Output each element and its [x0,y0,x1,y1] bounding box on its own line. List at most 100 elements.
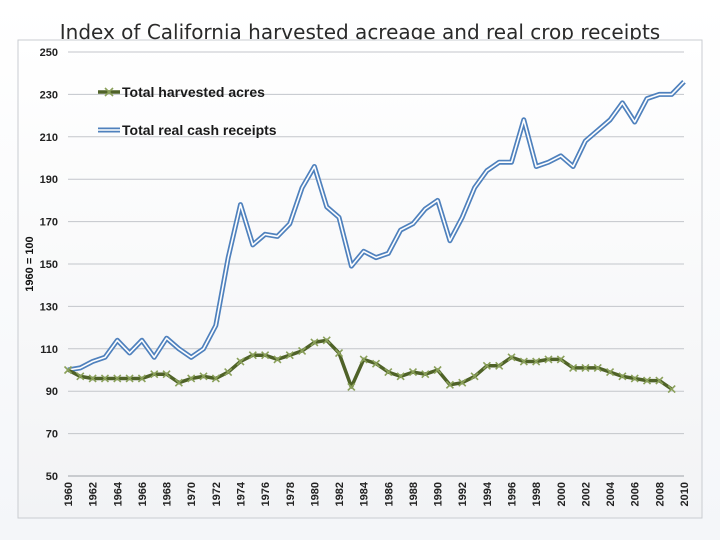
data-point-marker [248,351,257,360]
x-tick-label: 1992 [457,482,469,506]
data-point-marker [224,368,233,377]
data-point-marker [113,374,122,383]
gridlines [68,51,684,477]
data-point-marker [63,365,73,375]
data-point-marker [211,374,220,383]
y-tick-label: 230 [40,89,58,101]
y-tick-label: 130 [40,301,58,313]
x-tick-label: 1962 [88,482,100,506]
data-point-marker [162,370,171,379]
data-point-marker [347,382,356,392]
x-tick-label: 1994 [482,481,494,506]
data-point-marker [310,338,319,347]
x-tick-label: 1984 [359,481,371,506]
x-tick-label: 2008 [654,482,666,506]
y-tick-label: 90 [46,386,58,398]
y-axis-label-group: 1960 = 100 [24,236,36,291]
x-tick-label: 1976 [260,482,272,506]
y-tick-label: 110 [40,344,58,356]
series-lines [63,79,686,394]
data-point-marker [408,368,418,377]
y-tick-label: 70 [46,429,58,441]
data-point-marker [618,372,627,381]
y-tick-label: 250 [40,47,58,59]
x-tick-label: 2010 [679,482,691,506]
data-point-marker [285,351,294,360]
x-tick-label: 1998 [531,482,543,506]
data-point-marker [581,363,590,372]
data-point-marker [569,363,578,372]
y-tick-label: 170 [40,217,58,229]
data-point-marker [495,361,504,370]
data-point-marker [298,346,307,355]
data-point-marker [606,368,615,377]
data-point-marker [137,374,146,383]
legend-label: Total harvested acres [122,84,265,100]
data-point-marker [273,355,282,364]
data-point-marker [396,372,405,381]
data-point-marker [125,374,134,383]
y-tick-label: 190 [40,174,58,186]
series-line-inner [67,81,685,371]
x-tick-label: 1968 [162,482,174,506]
x-tick-label: 1986 [383,482,395,506]
x-tick-label: 2004 [605,481,617,506]
data-point-marker [667,385,676,394]
data-point-marker [322,336,331,345]
data-point-marker [507,353,516,362]
data-point-marker [334,348,344,358]
data-point-marker [519,357,528,366]
x-tick-label: 1960 [63,482,75,506]
data-point-marker [384,368,393,377]
x-tick-label: 2000 [556,482,568,506]
x-tick-label: 1982 [334,482,346,506]
y-tick-labels: 50 70 90 110 130 150 170 190 210 230 250 [40,47,58,483]
data-point-marker [421,370,430,379]
legend: Total harvested acres Total real cash rec… [98,84,277,138]
data-point-marker [100,374,110,383]
x-tick-label: 1974 [235,481,247,506]
chart-frame [17,39,703,519]
data-point-marker [150,370,159,379]
series-0 [63,336,676,394]
x-tick-label: 1996 [507,482,519,506]
x-tick-label: 1978 [285,482,297,506]
legend-label: Total real cash receipts [122,122,277,138]
x-tick-label: 1970 [186,482,198,506]
data-point-marker [544,355,553,364]
x-tick-label: 2002 [580,482,592,506]
data-point-marker [187,374,196,383]
data-point-marker [236,357,245,366]
legend-item-harvested-acres: Total harvested acres [98,84,265,100]
x-tick-labels: 1960 1962 1964 1966 1968 1970 1972 1974 1976 1978… [63,481,691,506]
legend-item-real-cash-receipts: Total real cash receipts [98,122,277,138]
data-point-marker [433,365,442,375]
data-point-marker [593,363,602,372]
data-point-marker [655,376,664,385]
y-tick-label: 50 [46,471,58,483]
data-point-marker [199,372,208,381]
y-tick-label: 210 [40,132,58,144]
data-point-marker [76,372,85,381]
x-tick-label: 1972 [211,482,223,506]
x-tick-label: 2006 [630,482,642,506]
x-tick-label: 1980 [309,482,321,506]
x-tick-label: 1966 [137,482,149,506]
data-point-marker [359,355,368,364]
x-tick-label: 1964 [112,481,124,506]
data-point-marker [458,378,467,387]
data-point-marker [445,380,454,389]
x-tick-label: 1988 [408,482,420,506]
data-point-marker [532,357,541,366]
x-tick-label: 1990 [433,482,445,506]
data-point-marker [482,361,491,370]
data-point-marker [261,351,270,360]
data-point-marker [470,372,479,381]
series-1 [67,79,686,373]
data-point-marker [556,355,565,364]
y-tick-label: 150 [40,259,58,271]
data-point-marker [88,374,97,383]
data-point-marker [642,376,652,385]
